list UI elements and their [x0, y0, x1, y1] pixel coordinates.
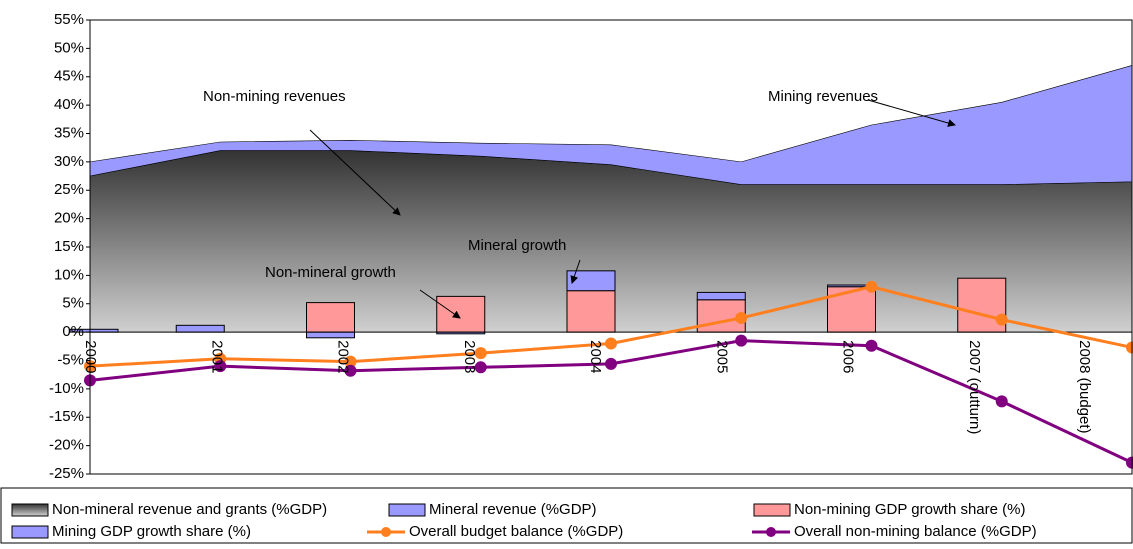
bar: [566, 270, 616, 292]
y-tick-label: 40%: [54, 96, 84, 113]
legend-symbol: [753, 503, 791, 517]
x-tick-label: 2004: [587, 340, 604, 373]
point: [344, 355, 357, 368]
legend: [0, 487, 1133, 544]
x-tick-label: 2001: [208, 340, 225, 373]
legend-symbol: [381, 527, 391, 537]
y-tick-label: 55%: [54, 11, 84, 28]
bar: [696, 291, 746, 301]
bar: [827, 286, 876, 333]
y-tick-label: 50%: [54, 39, 84, 56]
legend-label: Overall non-mining balance (%GDP): [794, 523, 1037, 540]
legend-symbol: [11, 525, 49, 539]
point: [995, 395, 1008, 408]
point: [605, 357, 617, 370]
bar: [306, 331, 355, 339]
x-tick-label: 2006: [840, 340, 857, 373]
arrow: [309, 129, 401, 216]
arrow: [570, 259, 581, 284]
legend-label: Mining GDP growth share (%): [52, 523, 251, 540]
x-tick-label: 2007 (outturn): [966, 340, 983, 434]
legend-label: Non-mineral revenue and grants (%GDP): [52, 501, 327, 518]
point: [1126, 456, 1133, 469]
y-tick-label: 15%: [54, 238, 84, 255]
y-tick-label: -20%: [49, 437, 84, 454]
point: [865, 280, 878, 293]
point: [865, 339, 878, 352]
y-tick-label: 25%: [54, 181, 84, 198]
y-tick-label: 20%: [54, 210, 84, 227]
bar: [436, 295, 486, 333]
point: [474, 361, 487, 374]
y-tick-label: -15%: [49, 408, 84, 425]
legend-symbol: [388, 503, 426, 517]
y-tick-label: 30%: [54, 153, 84, 170]
bar: [175, 324, 225, 333]
point: [735, 311, 748, 324]
legend-label: Overall budget balance (%GDP): [409, 523, 623, 540]
arrow: [867, 99, 956, 127]
x-tick-label: 2003: [461, 340, 478, 373]
x-tick-label: 2005: [713, 340, 730, 373]
y-tick-label: 0%: [62, 323, 84, 340]
point: [1126, 341, 1133, 354]
y-tick-label: -5%: [57, 351, 84, 368]
x-tick-label: 2008 (budget): [1076, 340, 1093, 433]
legend-label: Mineral revenue (%GDP): [429, 501, 597, 518]
x-tick-label: 2000: [82, 340, 99, 373]
y-tick-label: 35%: [54, 124, 84, 141]
bar: [306, 302, 355, 333]
annotation: Non-mineral growth: [265, 264, 396, 281]
point: [214, 360, 227, 373]
point: [735, 334, 748, 347]
point: [344, 364, 357, 377]
annotation: Mineral growth: [468, 237, 566, 254]
point: [605, 337, 617, 350]
annotation: Mining revenues: [768, 88, 878, 105]
point: [995, 313, 1008, 326]
annotation: Non-mining revenues: [203, 88, 346, 105]
legend-symbol: [766, 527, 776, 537]
x-tick-label: 2002: [335, 340, 352, 373]
y-tick-label: -25%: [49, 465, 84, 482]
legend-label: Non-mining GDP growth share (%): [794, 501, 1025, 518]
y-tick-label: 45%: [54, 68, 84, 85]
point: [474, 347, 487, 360]
arrow: [419, 289, 461, 319]
y-tick-label: -10%: [49, 380, 84, 397]
y-tick-label: 5%: [62, 295, 84, 312]
y-tick-label: 10%: [54, 266, 84, 283]
legend-symbol: [11, 503, 49, 517]
bar: [566, 290, 616, 333]
